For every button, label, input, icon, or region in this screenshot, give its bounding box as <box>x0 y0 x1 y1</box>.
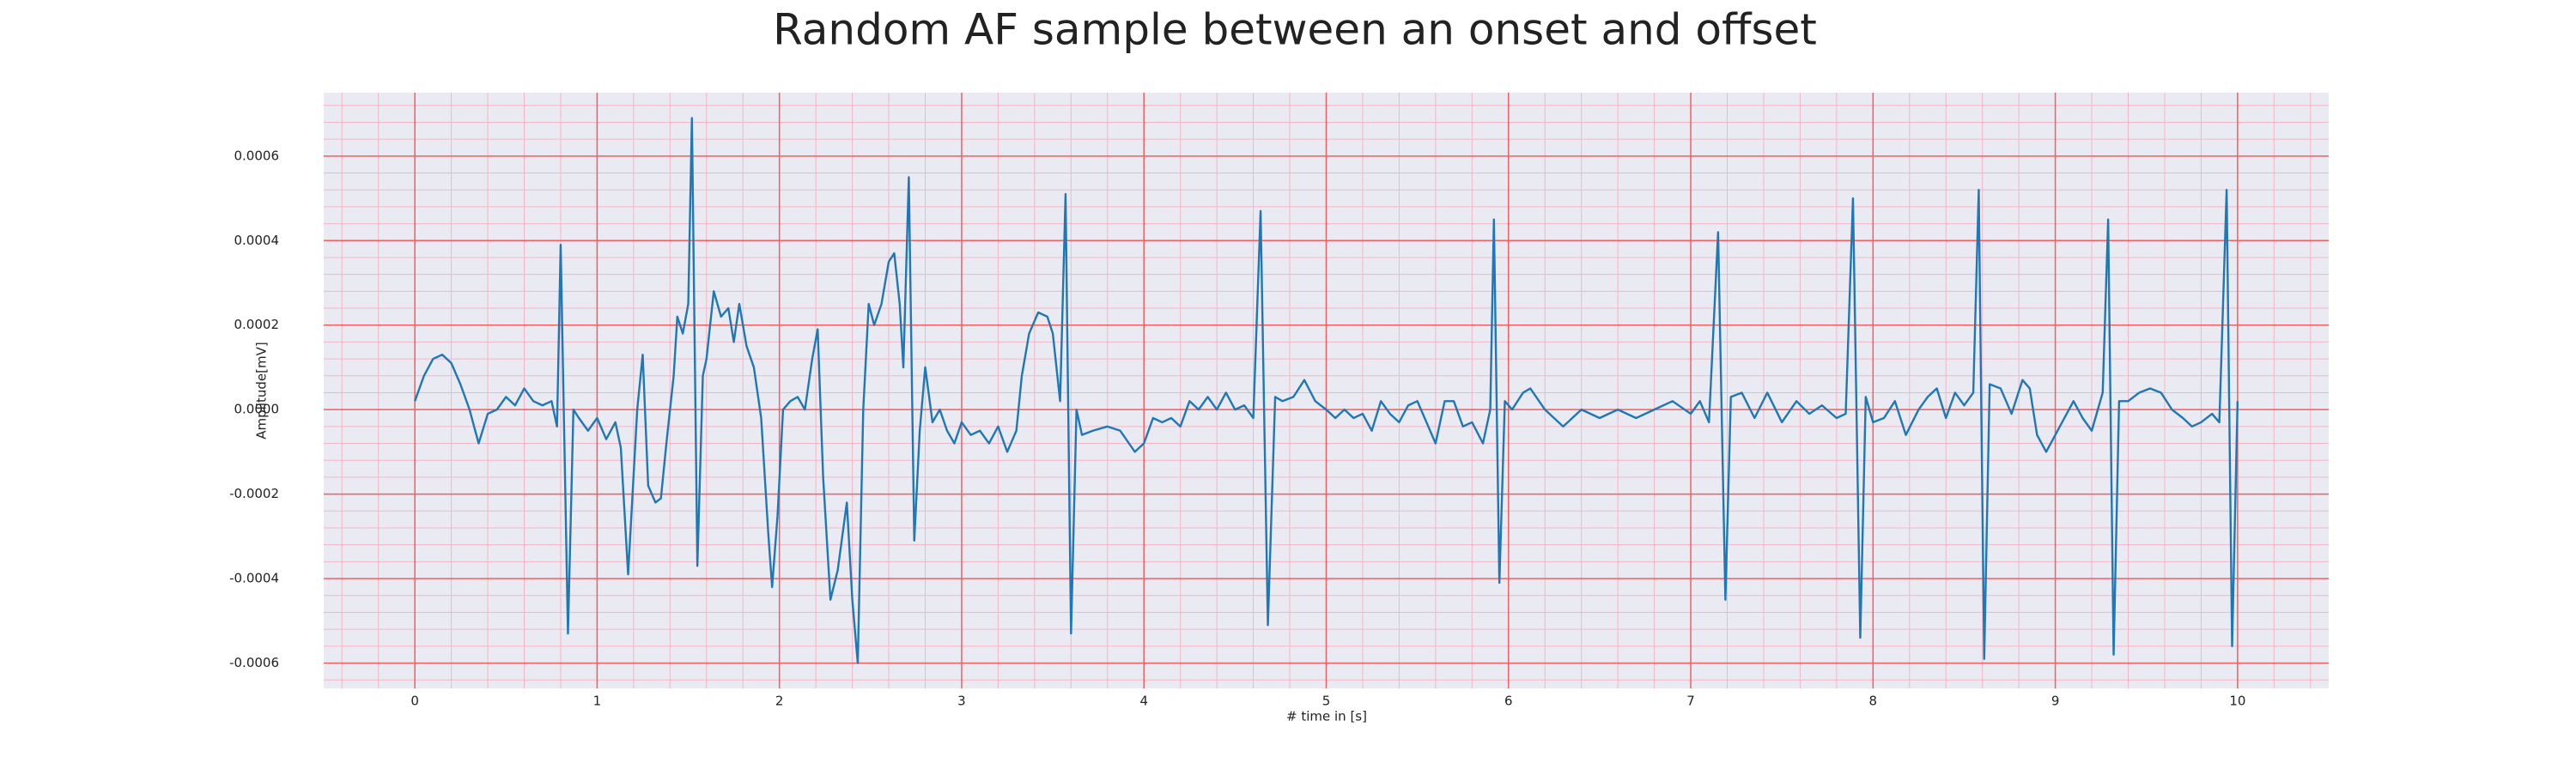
signal-line <box>414 117 2239 664</box>
x-tick-label: 10 <box>2229 694 2245 709</box>
x-tick-label: 8 <box>1869 694 1878 709</box>
x-tick-label: 5 <box>1322 694 1331 709</box>
x-tick-label: 4 <box>1139 694 1148 709</box>
y-tick-label: -0.0004 <box>229 571 279 586</box>
y-tick-label: 0.0006 <box>234 148 280 163</box>
y-tick-label: 0.0000 <box>234 402 280 417</box>
y-tick-label: 0.0002 <box>234 317 280 332</box>
x-tick-label: 9 <box>2051 694 2060 709</box>
x-tick-label: 1 <box>593 694 602 709</box>
x-tick-label: 2 <box>775 694 784 709</box>
x-tick-label: 0 <box>410 694 419 709</box>
x-tick-label: 7 <box>1686 694 1695 709</box>
x-tick-label: 6 <box>1504 694 1513 709</box>
x-axis-label: # time in [s] <box>1286 709 1367 724</box>
y-tick-label: -0.0002 <box>229 486 279 501</box>
y-tick-label: -0.0006 <box>229 655 279 670</box>
x-tick-label: 3 <box>957 694 966 709</box>
y-axis-label: Amplitude[mV] <box>254 342 270 439</box>
y-tick-label: 0.0004 <box>234 233 280 248</box>
chart-title: Random AF sample between an onset and of… <box>773 5 1817 55</box>
